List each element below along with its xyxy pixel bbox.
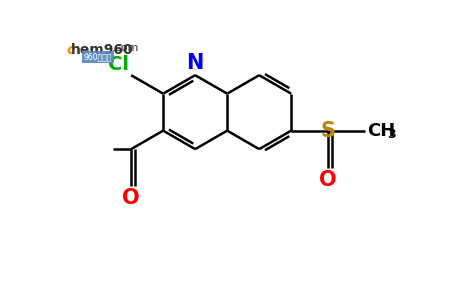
Text: 960化工网: 960化工网 — [83, 52, 112, 61]
Text: N: N — [186, 53, 204, 73]
Text: Cl: Cl — [108, 55, 129, 74]
Text: hem960: hem960 — [71, 43, 134, 57]
Text: O: O — [122, 188, 140, 208]
Text: CH: CH — [367, 122, 395, 140]
Text: .com: .com — [111, 43, 138, 53]
Text: S: S — [321, 121, 336, 141]
Text: O: O — [319, 170, 337, 190]
Text: 3: 3 — [387, 128, 395, 141]
Text: c: c — [66, 43, 75, 57]
